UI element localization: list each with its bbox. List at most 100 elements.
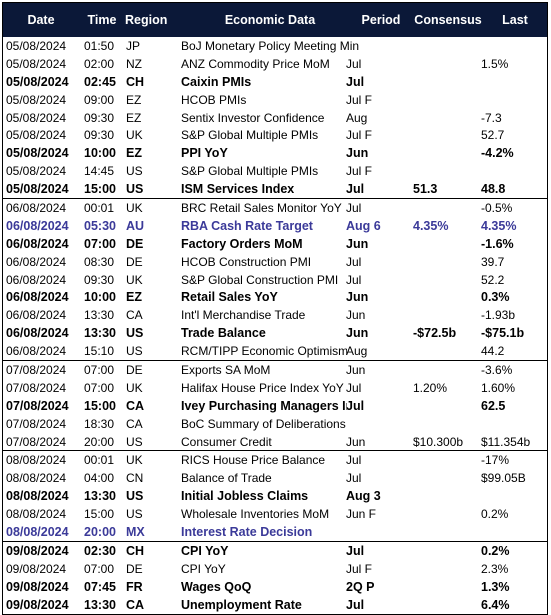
cell-time: 20:00 [84,434,115,449]
cell-period: Jun [346,362,366,377]
cell-last: -7.3 [481,110,502,125]
cell-period: Jun F [346,507,377,522]
cell-date: 07/08/2024 [6,362,67,377]
cell-date: 07/08/2024 [6,434,67,449]
cell-period: Jul [346,56,362,71]
cell-period: Jul [346,200,362,215]
cell-consensus: $10.300b [413,434,464,449]
cell-time: 07:00 [84,561,115,576]
cell-last: -$75.1b [481,326,525,341]
cell-region: CN [126,471,144,486]
cell-consensus: 51.3 [413,182,438,197]
table-row: 05/08/2024 15:00 US ISM Services Index Jul 51… [3,180,547,198]
table-row: 06/08/2024 13:30 US Trade Balance Jun -$72.5b… [3,324,547,342]
table-row: 06/08/2024 10:00 EZ Retail Sales YoY Jun 0.3% [3,288,547,306]
header-consensus: Consensus [414,13,482,27]
table-row: 08/08/2024 04:00 CN Balance of Trade Jul $99.… [3,469,547,487]
cell-last: 62.5 [481,398,506,413]
cell-consensus: -$72.5b [413,326,457,341]
cell-region: CA [126,597,145,612]
cell-period: Jul [346,471,362,486]
cell-region: CH [126,74,145,89]
cell-economic-data: Retail Sales YoY [181,290,278,305]
cell-period: Jun [346,308,366,323]
cell-consensus: 1.20% [413,380,448,395]
cell-time: 20:00 [84,524,116,539]
cell-date: 08/08/2024 [6,489,69,504]
cell-last: -3.6% [481,362,513,377]
cell-region: US [126,489,144,504]
cell-time: 07:45 [84,579,116,594]
cell-date: 09/08/2024 [6,579,69,594]
table-row: 06/08/2024 09:30 UK S&P Global Construction… [3,271,547,289]
cell-time: 01:50 [84,38,115,53]
cell-time: 09:30 [84,128,115,143]
cell-time: 07:00 [84,362,115,377]
cell-period: Jul [346,74,365,89]
cell-last: 0.3% [481,290,510,305]
table-row: 07/08/2024 15:00 CA Ivey Purchasing Manager… [3,397,547,415]
cell-period: Jul F [346,92,373,107]
table-row: 05/08/2024 02:00 NZ ANZ Commodity Price MoM… [3,55,547,73]
cell-last: -1.6% [481,236,514,251]
cell-time: 00:01 [84,453,115,468]
cell-last: 48.8 [481,182,506,197]
cell-economic-data: Unemployment Rate [181,597,302,612]
cell-economic-data: S&P Global Construction PMI [181,272,339,287]
cell-date: 06/08/2024 [6,236,69,251]
cell-economic-data: BoC Summary of Deliberations [181,416,346,431]
cell-time: 13:30 [84,597,116,612]
header-last: Last [502,13,528,27]
cell-period: Aug [346,110,368,125]
table-row: 07/08/2024 07:00 UK Halifax House Price Ind… [3,379,547,397]
table-row: 08/08/2024 15:00 US Wholesale Inventories M… [3,505,547,523]
table-row: 07/08/2024 20:00 US Consumer Credit Jun $10.3… [3,433,547,451]
cell-date: 05/08/2024 [6,146,69,161]
cell-economic-data: BoJ Monetary Policy Meeting Minutes [181,38,359,53]
table-row: 08/08/2024 00:01 UK RICS House Price Balanc… [3,450,547,469]
table-row: 05/08/2024 14:45 US S&P Global Multiple PMI… [3,162,547,180]
cell-economic-data: PPI YoY [181,146,228,161]
cell-economic-data: Wholesale Inventories MoM [181,507,330,522]
cell-period: Jul F [346,164,373,179]
cell-economic-data: Int'l Merchandise Trade [181,308,306,323]
cell-region: UK [126,380,143,395]
cell-economic-data: Wages QoQ [181,579,252,594]
cell-period: Jul [346,398,365,413]
cell-consensus: 4.35% [413,218,449,233]
cell-time: 09:30 [84,110,115,125]
cell-last: 1.60% [481,380,516,395]
cell-region: UK [126,453,143,468]
cell-region: UK [126,200,143,215]
table-header: Date Time Region Economic Data Period Co… [3,3,547,37]
table-row: 09/08/2024 13:30 CA Unemployment Rate Jul 6.4… [3,596,547,614]
cell-date: 06/08/2024 [6,326,69,341]
cell-time: 10:00 [84,290,116,305]
cell-time: 13:30 [84,489,116,504]
cell-time: 08:30 [84,254,115,269]
cell-date: 06/08/2024 [6,308,67,323]
cell-date: 06/08/2024 [6,272,67,287]
table-row: 09/08/2024 07:00 DE CPI YoY Jul F 2.3% [3,560,547,578]
cell-economic-data: Halifax House Price Index YoY [181,380,344,395]
cell-region: US [126,164,143,179]
cell-period: Jun [346,236,369,251]
cell-region: EZ [126,290,142,305]
cell-period: Aug 3 [346,489,381,504]
cell-last: 52.2 [481,272,505,287]
table-row: 07/08/2024 07:00 DE Exports SA MoM Jun -3.6% [3,360,547,379]
cell-date: 09/08/2024 [6,543,69,558]
cell-time: 02:00 [84,56,115,71]
cell-economic-data: S&P Global Multiple PMIs [181,128,319,143]
cell-region: DE [126,561,143,576]
table-row: 06/08/2024 00:01 UK BRC Retail Sales Monito… [3,198,547,217]
cell-last: 44.2 [481,344,505,359]
cell-economic-data: ANZ Commodity Price MoM [181,56,330,71]
cell-economic-data: ISM Services Index [181,182,295,197]
cell-time: 15:00 [84,182,116,197]
table-row: 05/08/2024 02:45 CH Caixin PMIs Jul [3,73,547,91]
cell-region: EZ [126,92,142,107]
cell-region: US [126,344,143,359]
cell-last: -1.93b [481,308,516,323]
cell-time: 04:00 [84,471,115,486]
